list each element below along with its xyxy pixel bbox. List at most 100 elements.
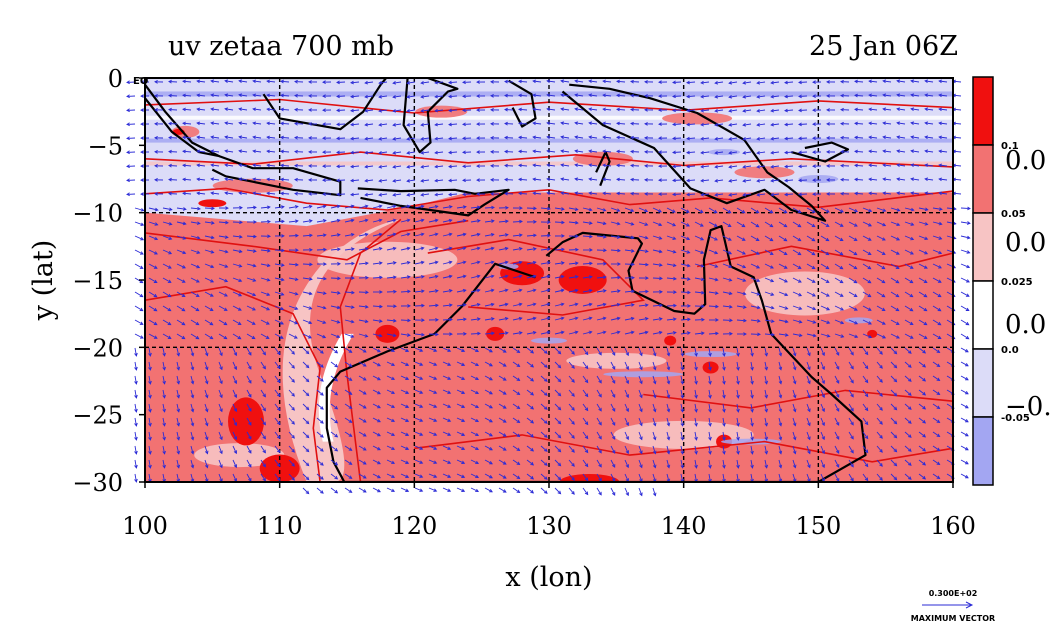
wind-vector-shaft	[729, 123, 738, 126]
wind-vector-head	[812, 136, 816, 140]
wind-vector	[252, 177, 262, 182]
wind-vector-head	[699, 209, 704, 213]
wind-vector-head	[196, 191, 201, 196]
wind-vector-head	[364, 232, 369, 237]
wind-vector	[224, 163, 234, 167]
wind-vector-head	[350, 94, 354, 99]
wind-vector-head	[868, 191, 872, 196]
wind-vector-head	[168, 163, 172, 168]
wind-vector-shaft	[182, 164, 192, 167]
wind-vector-shaft	[854, 150, 864, 153]
wind-vector-shaft	[603, 164, 612, 167]
wind-vector	[952, 135, 962, 140]
wind-vector-head	[140, 222, 145, 227]
wind-vector-head	[882, 177, 887, 182]
wind-vector-shaft	[253, 80, 262, 83]
wind-vector-head	[350, 204, 355, 209]
wind-vector-shaft	[952, 108, 962, 111]
wind-vector-head	[294, 163, 298, 168]
wind-vector	[882, 191, 892, 196]
wind-vector-shaft	[911, 150, 920, 153]
wind-vector-head	[519, 206, 523, 210]
wind-vector	[700, 108, 710, 113]
wind-vector	[378, 164, 388, 169]
wind-vector-shaft	[960, 207, 971, 210]
wind-vector-head	[196, 135, 201, 140]
wind-vector-head	[294, 121, 298, 126]
coastline	[145, 84, 221, 158]
wind-vector-shaft	[771, 81, 780, 84]
wind-vector-head	[644, 178, 648, 182]
wind-vector	[308, 136, 318, 140]
wind-vector-head	[224, 235, 229, 239]
wind-vector-shaft	[854, 122, 864, 125]
wind-vector	[546, 163, 556, 168]
wind-vector-shaft	[518, 80, 528, 83]
wind-vector-head	[868, 208, 873, 213]
field-stripe	[145, 138, 953, 143]
wind-vector	[882, 177, 892, 182]
chart-title: uv zetaa 700 mb	[168, 31, 394, 62]
wind-vector-head	[378, 204, 383, 209]
wind-vector-head	[378, 218, 383, 223]
wind-vector-shaft	[630, 193, 640, 195]
wind-vector-shaft	[561, 122, 570, 125]
wind-vector-shaft	[918, 221, 928, 225]
wind-vector	[658, 94, 668, 98]
wind-vector-shaft	[771, 137, 780, 140]
wind-vector-head	[644, 80, 648, 84]
wind-vector-shaft	[603, 192, 612, 195]
wind-vector-head	[700, 150, 704, 155]
wind-vector-head	[700, 192, 704, 197]
wind-vector	[848, 221, 858, 227]
wind-vector-shaft	[225, 122, 234, 125]
wind-vector-head	[477, 205, 481, 210]
wind-vector-head	[518, 135, 522, 140]
wind-vector-shaft	[883, 136, 892, 139]
plot-area	[145, 78, 953, 482]
wind-vector	[910, 93, 920, 97]
wind-vector-shaft	[547, 164, 556, 167]
wind-vector	[134, 375, 138, 385]
wind-vector-shaft	[771, 193, 780, 196]
wind-vector-head	[672, 108, 676, 113]
wind-vector-head	[588, 221, 593, 225]
wind-vector	[378, 94, 388, 99]
wind-vector-head	[811, 223, 816, 228]
wind-vector-head	[658, 192, 662, 196]
wind-vector-shaft	[350, 165, 360, 168]
vorticity-core	[486, 326, 505, 341]
wind-vector-head	[896, 177, 901, 181]
wind-vector-head	[840, 191, 844, 196]
wind-vector-head	[168, 191, 172, 196]
wind-vector-shaft	[652, 221, 662, 226]
wind-vector	[728, 151, 738, 155]
wind-vector-head	[476, 108, 480, 112]
wind-vector-head	[769, 223, 774, 228]
wind-vector-head	[322, 178, 326, 182]
wind-vector-shaft	[616, 192, 626, 195]
wind-vector-head	[378, 164, 383, 169]
wind-vector-shaft	[686, 151, 696, 154]
wind-vector-shaft	[344, 205, 354, 209]
wind-vector-shaft	[379, 81, 388, 84]
wind-vector-shaft	[448, 123, 458, 126]
wind-vector-head	[392, 218, 397, 223]
wind-vector-shaft	[554, 207, 564, 210]
wind-vector-head	[406, 165, 411, 169]
wind-vector-head	[840, 149, 844, 154]
wind-vector-head	[392, 81, 397, 85]
wind-vector	[238, 121, 248, 125]
wind-vector	[624, 221, 635, 226]
wind-vector-head	[938, 107, 942, 112]
wind-vector	[554, 234, 565, 238]
wind-vector-head	[392, 193, 397, 197]
wind-vector	[728, 81, 738, 85]
wind-vector-head	[518, 233, 523, 237]
wind-vector-shaft	[162, 235, 172, 240]
wind-vector	[176, 221, 187, 226]
wind-vector-head	[547, 220, 551, 224]
wind-vector-head	[588, 207, 593, 212]
wind-vector-head	[294, 107, 298, 112]
wind-vector-head	[308, 108, 312, 112]
